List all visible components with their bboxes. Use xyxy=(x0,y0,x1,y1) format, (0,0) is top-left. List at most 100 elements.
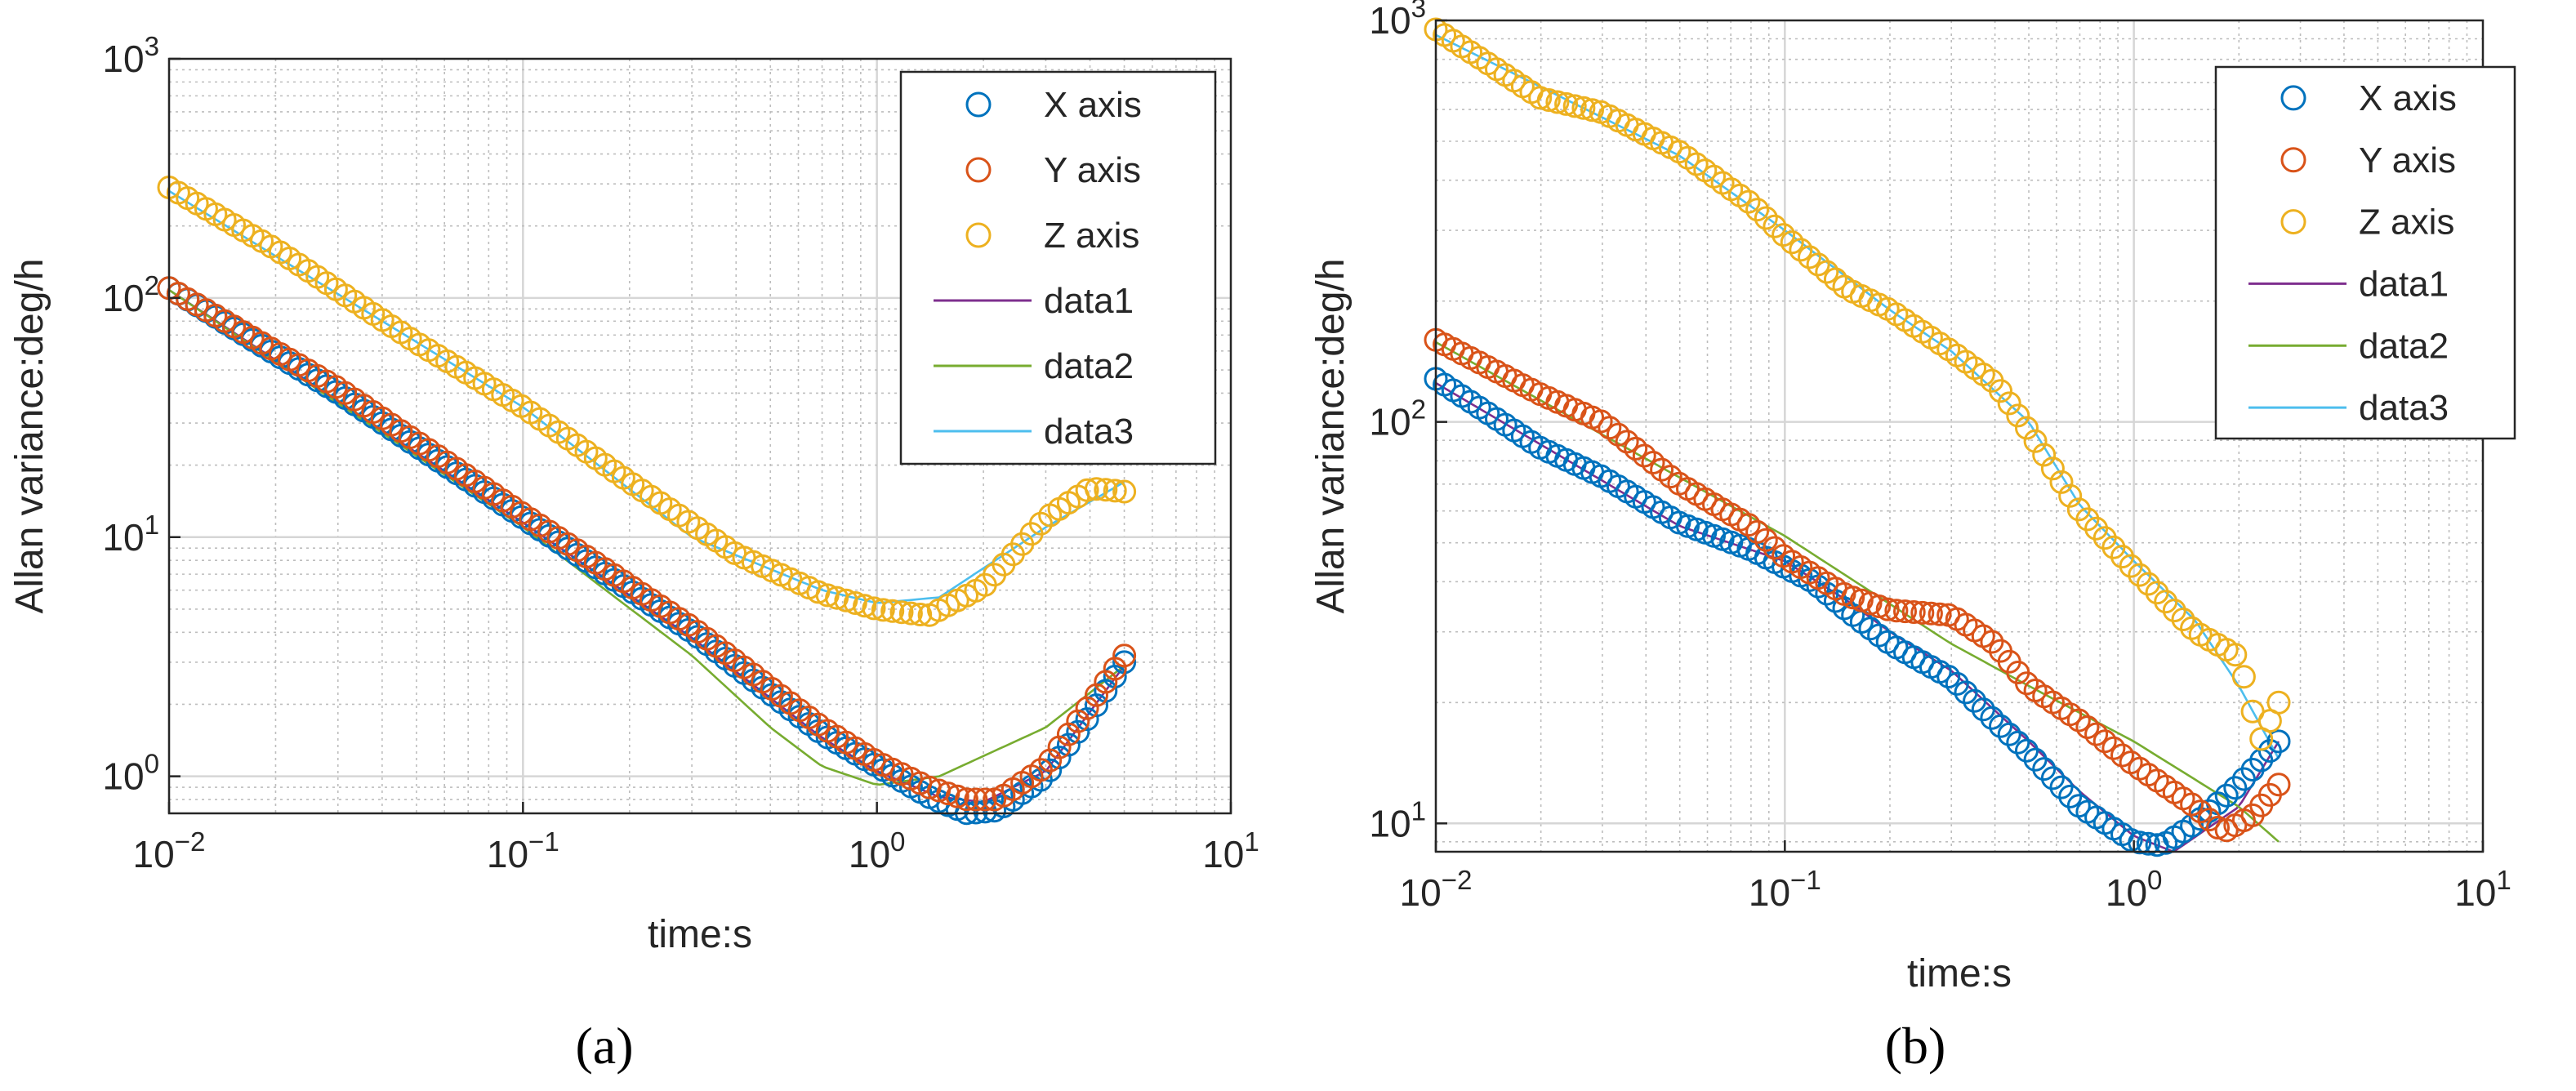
data-point xyxy=(1554,91,1579,116)
data-point xyxy=(1989,714,2012,738)
data-point xyxy=(1945,671,1969,696)
scatter-markers xyxy=(157,176,1137,826)
data-point xyxy=(2145,581,2169,605)
data-point xyxy=(1536,88,1561,112)
data-point xyxy=(1112,479,1137,504)
data-point xyxy=(1997,391,2021,416)
data-point xyxy=(2032,443,2057,467)
legend-box xyxy=(899,70,1217,465)
legend-label: data1 xyxy=(1044,281,1134,321)
data-point xyxy=(2015,738,2039,763)
data-point xyxy=(2128,563,2152,587)
y-tick-label: 101 xyxy=(1369,796,1426,844)
data-point xyxy=(1528,86,1553,110)
data-point xyxy=(1624,436,1648,461)
data-point xyxy=(2084,722,2109,746)
legend-label: X axis xyxy=(2359,78,2457,118)
y-tick-label: 103 xyxy=(102,32,159,80)
legend-label: data3 xyxy=(1044,412,1134,452)
legend-item-data2[interactable]: data2 xyxy=(934,346,1134,386)
x-axis-label: time:s xyxy=(1907,952,2012,995)
legend-item-z-axis[interactable]: Z axis xyxy=(2280,203,2454,243)
x-tick-label: 100 xyxy=(2106,866,2163,914)
data-point xyxy=(862,596,886,621)
data-point xyxy=(1745,519,1770,544)
x-tick-label: 10−2 xyxy=(1400,866,1473,914)
data-point xyxy=(1980,630,2004,654)
data-point xyxy=(1103,479,1127,503)
data-point xyxy=(2266,690,2291,715)
data-point xyxy=(1910,600,1935,625)
data-point xyxy=(880,599,905,623)
data-point xyxy=(1980,706,2004,730)
legend-item-x-axis[interactable]: X axis xyxy=(965,85,1142,125)
data-point xyxy=(964,787,988,812)
legend-label: X axis xyxy=(1044,85,1142,125)
x-tick-label: 10−1 xyxy=(487,827,559,875)
data-point xyxy=(945,784,969,808)
data-point xyxy=(2101,736,2126,760)
data-point xyxy=(2006,403,2030,428)
legend-label: Y axis xyxy=(2359,140,2456,180)
data-point xyxy=(2223,643,2248,667)
data-point xyxy=(1571,96,1596,120)
panel-a-label: (a) xyxy=(575,1017,633,1075)
data-point xyxy=(1754,206,1778,230)
legend-marker xyxy=(2280,147,2306,173)
data-point xyxy=(1989,379,2012,403)
data-point xyxy=(1928,602,1952,626)
series-y-axis xyxy=(157,276,1137,812)
data-point xyxy=(1997,722,2021,746)
fit-line-data3 xyxy=(168,189,1125,604)
legend-item-data3[interactable]: data3 xyxy=(2248,388,2449,428)
data-point xyxy=(1763,536,1787,560)
data-point xyxy=(1963,688,1987,713)
data-point xyxy=(1763,214,1787,238)
legend-item-data3[interactable]: data3 xyxy=(934,412,1134,452)
series-x-axis xyxy=(1424,367,2291,857)
legend-label: data1 xyxy=(2359,264,2449,304)
legend-item-data2[interactable]: data2 xyxy=(2248,326,2449,366)
data-point xyxy=(2119,554,2143,578)
data-point xyxy=(2023,429,2048,453)
legend-item-y-axis[interactable]: Y axis xyxy=(965,150,1141,190)
legend-item-z-axis[interactable]: Z axis xyxy=(965,216,1139,256)
data-point xyxy=(1893,599,1917,624)
data-point xyxy=(1875,597,1900,621)
x-tick-label: 101 xyxy=(2454,866,2511,914)
x-axis-label: time:s xyxy=(648,913,752,956)
data-point xyxy=(1598,416,1622,440)
legend-item-data1[interactable]: data1 xyxy=(2248,264,2449,304)
legend-label: Y axis xyxy=(1044,150,1141,190)
data-point xyxy=(2223,776,2248,800)
data-point xyxy=(2197,808,2222,832)
data-point xyxy=(2162,599,2186,623)
data-point xyxy=(2058,483,2083,508)
data-point xyxy=(1772,223,1796,247)
data-point xyxy=(2136,572,2160,596)
legend-item-data1[interactable]: data1 xyxy=(934,281,1134,321)
legend-item-y-axis[interactable]: Y axis xyxy=(2280,140,2456,180)
y-tick-label: 102 xyxy=(102,271,159,319)
y-tick-label: 103 xyxy=(1369,0,1426,42)
x-tick-label: 100 xyxy=(849,827,906,875)
data-point xyxy=(2171,608,2195,631)
ticks: 10−2 10−1 100 101 101 102 103 xyxy=(1369,0,2511,914)
data-point xyxy=(2128,830,2152,855)
data-point xyxy=(2214,783,2239,808)
data-point xyxy=(1580,98,1604,122)
data-point xyxy=(1798,245,1821,269)
legend-marker xyxy=(965,157,992,183)
data-point xyxy=(898,601,923,626)
data-point xyxy=(1094,478,1118,502)
data-point xyxy=(2266,729,2291,754)
grid xyxy=(167,59,1231,814)
data-point xyxy=(2066,708,2091,733)
legend-item-x-axis[interactable]: X axis xyxy=(2280,78,2457,118)
y-tick-label: 101 xyxy=(102,510,159,559)
legend-label: Z axis xyxy=(1044,216,1139,256)
scatter-markers xyxy=(1424,17,2291,857)
data-point xyxy=(2231,665,2256,689)
legend: X axis Y axis Z axis data1 data2 data3 xyxy=(899,70,1217,465)
